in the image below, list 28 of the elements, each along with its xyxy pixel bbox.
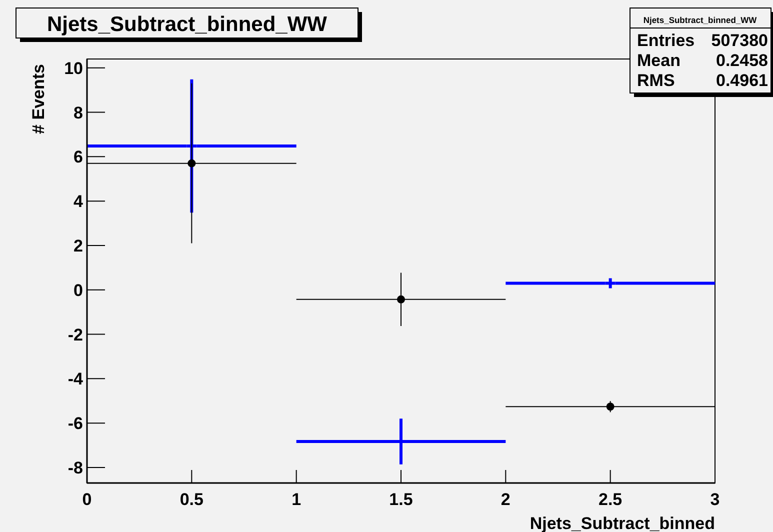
y-tick-label: 0 — [74, 280, 83, 300]
point — [606, 402, 614, 411]
y-tick-label: 2 — [74, 236, 83, 256]
y-tick-label: 6 — [74, 148, 83, 167]
y-tick-label: -4 — [68, 370, 84, 389]
y-tick-label: -2 — [68, 325, 83, 344]
text: Entries — [637, 31, 695, 50]
x-tick-label: 1.5 — [389, 490, 413, 509]
x-tick-label: 2.5 — [598, 490, 622, 509]
text: Njets_Subtract_binned_WW — [643, 15, 758, 25]
annotation: Mean — [637, 51, 680, 70]
text: 507380 — [711, 31, 768, 50]
y-tick-label: -6 — [68, 414, 83, 434]
y-tick-label: 10 — [64, 58, 83, 78]
y-axis-title: # Events — [29, 64, 48, 134]
y-tick-label: 4 — [74, 192, 84, 212]
annotation: RMS — [637, 71, 675, 90]
text: 0.4961 — [716, 71, 768, 90]
x-tick-label: 1 — [292, 490, 302, 509]
y-tick-label: -8 — [68, 458, 83, 478]
x-tick-label: 3 — [710, 490, 720, 509]
chart-title: Njets_Subtract_binned_WW — [46, 13, 328, 36]
point — [394, 434, 408, 448]
x-tick-label: 0.5 — [180, 490, 204, 509]
point — [397, 295, 405, 304]
text: 0.2458 — [716, 51, 768, 70]
x-tick-label: 2 — [500, 490, 510, 509]
y-tick-label: 8 — [74, 103, 83, 122]
